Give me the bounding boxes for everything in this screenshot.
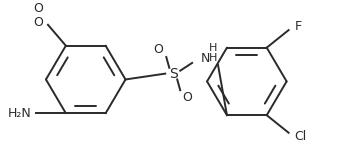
Text: N: N bbox=[200, 51, 210, 65]
Text: F: F bbox=[295, 20, 302, 33]
Text: H₂N: H₂N bbox=[7, 107, 31, 120]
Text: O: O bbox=[33, 16, 43, 29]
Text: O: O bbox=[33, 2, 43, 15]
Text: Cl: Cl bbox=[295, 130, 307, 143]
Text: S: S bbox=[169, 67, 178, 81]
Text: H: H bbox=[209, 43, 217, 53]
Text: O: O bbox=[154, 43, 163, 56]
Text: O: O bbox=[182, 92, 192, 104]
Text: H: H bbox=[209, 53, 217, 63]
